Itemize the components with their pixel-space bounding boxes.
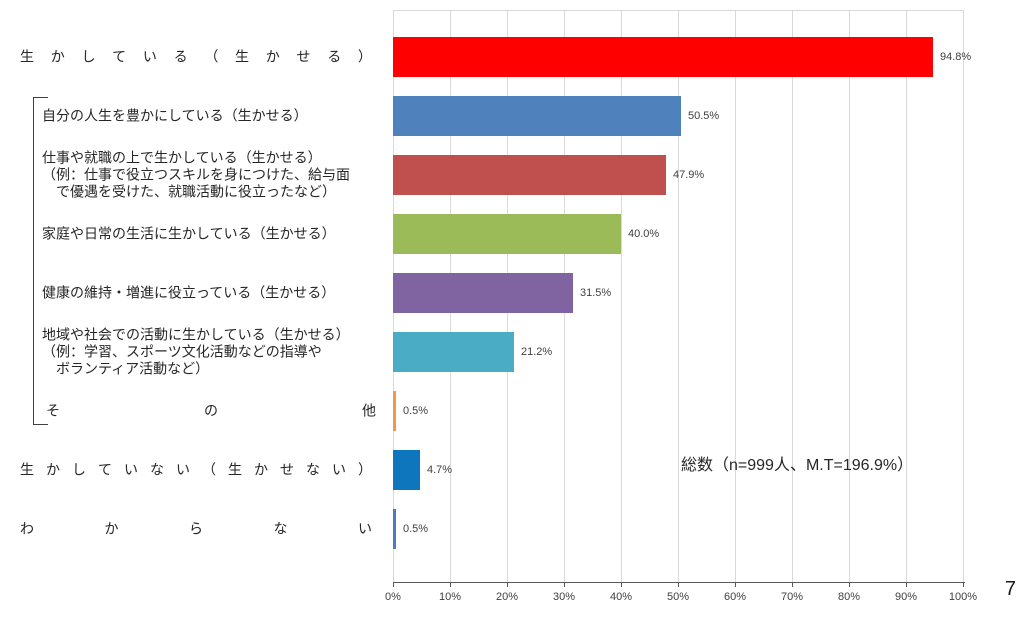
x-tick-label: 70%	[780, 591, 804, 603]
axis-tick	[792, 582, 793, 587]
bar-label-char: か	[265, 48, 280, 65]
bar-label-char: ら	[189, 520, 203, 537]
bar-label: 地域や社会での活動に生かしている（生かせる） （例：学習、スポーツ文化活動などの…	[42, 326, 350, 377]
bar-label-char: い	[176, 461, 190, 478]
bar	[393, 96, 681, 136]
bar-label: 仕事や就職の上で生かしている（生かせる） （例：仕事で役立つスキルを身につけた、…	[42, 149, 350, 200]
gridline	[906, 10, 907, 582]
gridline	[735, 10, 736, 582]
gridline	[792, 10, 793, 582]
bar-label-char: な	[306, 461, 320, 478]
x-tick-label: 40%	[609, 591, 633, 603]
gridline	[963, 10, 964, 582]
bar-value-label: 31.5%	[580, 287, 612, 299]
bar-label-char: ）	[358, 461, 372, 478]
bar-label-char: （	[202, 461, 216, 478]
bar-label-char: て	[98, 461, 112, 478]
bar-label: 家庭や日常の生活に生かしている（生かせる）	[42, 225, 336, 242]
bar-label-char: か	[50, 48, 65, 65]
bar-value-label: 50.5%	[688, 110, 720, 122]
x-tick-label: 0%	[385, 591, 401, 603]
axis-tick	[906, 582, 907, 587]
x-tick-label: 30%	[552, 591, 576, 603]
bar-label-char: せ	[280, 461, 294, 478]
bar	[393, 450, 420, 490]
x-tick-label: 80%	[837, 591, 861, 603]
gridline	[678, 10, 679, 582]
bar-label-char: か	[254, 461, 268, 478]
bar	[393, 155, 666, 195]
bar-label-char: ）	[357, 48, 372, 65]
bar-value-label: 4.7%	[427, 464, 453, 476]
bar-label-char: い	[142, 48, 157, 65]
x-tick-label: 50%	[666, 591, 690, 603]
bar-label-char: 他	[362, 402, 376, 419]
bar-label-char: わ	[20, 520, 34, 537]
x-axis-line	[393, 582, 965, 583]
axis-tick	[393, 582, 394, 587]
bar-label-char: 生	[20, 461, 34, 478]
gridline	[621, 10, 622, 582]
bar-label: 生かしている（生かせる）	[20, 49, 372, 66]
axis-tick	[735, 582, 736, 587]
axis-tick	[963, 582, 964, 587]
x-tick-label: 10%	[438, 591, 462, 603]
bar-label-char: 生	[228, 461, 242, 478]
axis-tick	[507, 582, 508, 587]
bar	[393, 37, 933, 77]
axis-tick	[849, 582, 850, 587]
bar-value-label: 47.9%	[673, 169, 705, 181]
bar-label-char: る	[173, 48, 188, 65]
plot-top-border	[393, 10, 964, 11]
bar-label-char: そ	[46, 402, 60, 419]
bar-label-char: し	[72, 461, 86, 478]
bar-label-char: い	[358, 520, 372, 537]
bar-label-char: か	[104, 520, 119, 537]
bar-label-char: て	[112, 48, 127, 65]
bar-label-char: の	[204, 402, 218, 419]
bar-label: その他	[46, 403, 376, 420]
axis-tick	[450, 582, 451, 587]
bar-label-char: （	[204, 48, 219, 65]
bar-label: 健康の維持・増進に役立っている（生かせる）	[42, 284, 336, 301]
page-number: 7	[1004, 578, 1016, 600]
bar	[393, 214, 621, 254]
bar-value-label: 0.5%	[403, 405, 429, 417]
bar-label-char: 生	[20, 48, 34, 65]
axis-tick	[564, 582, 565, 587]
bar	[393, 273, 573, 313]
bar-label-char: 生	[235, 48, 250, 65]
bar	[393, 509, 396, 549]
bar-value-label: 94.8%	[940, 51, 972, 63]
bar-label-char: な	[273, 520, 288, 537]
bar-label: わからない	[20, 521, 372, 538]
axis-tick	[678, 582, 679, 587]
bar-label-char: な	[150, 461, 164, 478]
bar-value-label: 21.2%	[521, 346, 553, 358]
bar-value-label: 0.5%	[403, 523, 429, 535]
x-tick-label: 20%	[495, 591, 519, 603]
x-tick-label: 100%	[948, 591, 978, 603]
bar-label: 生かしていない（生かせない）	[20, 462, 372, 479]
bar-label-char: る	[327, 48, 342, 65]
bar	[393, 391, 396, 431]
bar-label-char: せ	[296, 48, 311, 65]
bar-label: 自分の人生を豊かにしている（生かせる）	[42, 107, 308, 124]
bar-label-char: い	[332, 461, 346, 478]
bar-label-char: し	[81, 48, 96, 65]
x-tick-label: 60%	[723, 591, 747, 603]
bar-label-char: か	[46, 461, 60, 478]
bar	[393, 332, 514, 372]
group-bracket	[33, 97, 48, 425]
bar-label-char: い	[124, 461, 138, 478]
total-annotation: 総数（n=999人、M.T=196.9%）	[681, 457, 914, 474]
x-tick-label: 90%	[894, 591, 918, 603]
gridline	[849, 10, 850, 582]
bar-value-label: 40.0%	[628, 228, 660, 240]
axis-tick	[621, 582, 622, 587]
